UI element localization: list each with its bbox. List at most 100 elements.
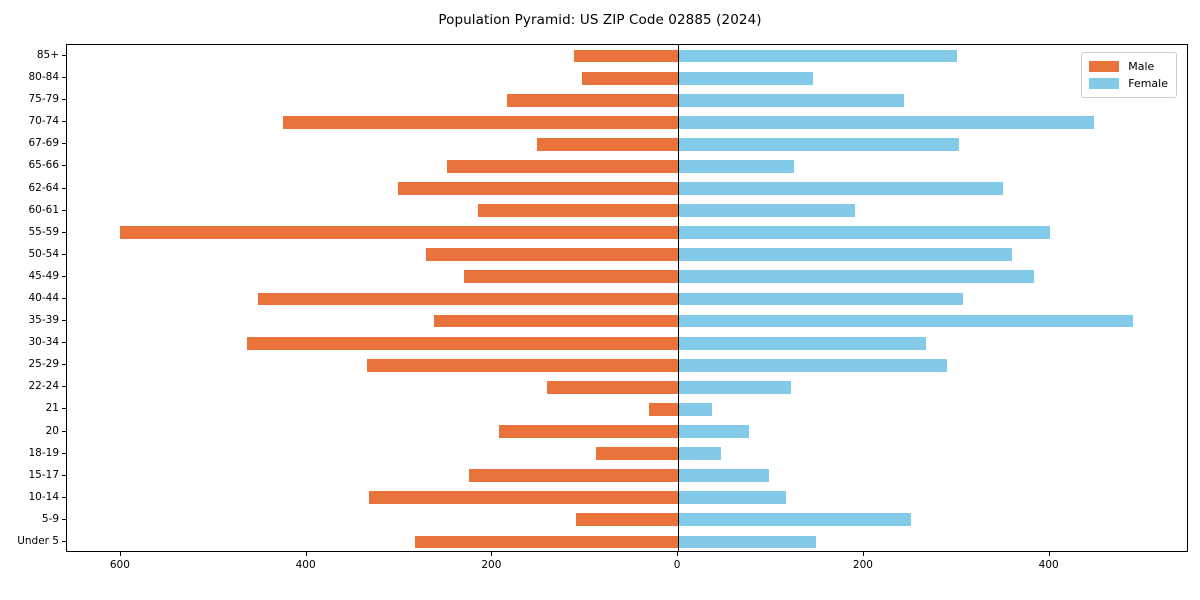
pyramid-row [67, 310, 1187, 332]
bars-container [67, 45, 1187, 551]
legend-swatch-icon [1089, 78, 1120, 89]
bar-male [478, 204, 679, 218]
pyramid-row [67, 332, 1187, 354]
bar-male [367, 358, 679, 372]
y-axis-tick-label: 55-59 [28, 225, 59, 238]
y-axis-tick-label: 35-39 [28, 314, 59, 327]
bar-male [446, 160, 679, 173]
pyramid-row [67, 509, 1187, 531]
bar-male [498, 425, 679, 438]
pyramid-row [67, 443, 1187, 465]
x-axis-tick [491, 552, 493, 556]
bar-female [678, 137, 959, 151]
x-axis-tick-label: 600 [109, 559, 130, 571]
pyramid-row [67, 487, 1187, 509]
pyramid-row [67, 178, 1187, 200]
bar-male [258, 292, 679, 306]
y-axis-tick-label: 22-24 [28, 380, 59, 393]
y-axis-tick-label: Under 5 [17, 534, 59, 547]
bar-male [397, 182, 679, 195]
bar-female [678, 115, 1095, 129]
pyramid-row [67, 420, 1187, 442]
pyramid-row [67, 133, 1187, 155]
x-axis-tick-label: 200 [481, 559, 502, 571]
pyramid-row [67, 111, 1187, 133]
pyramid-row [67, 266, 1187, 288]
bar-female [678, 160, 795, 173]
legend-swatch-icon [1089, 61, 1120, 72]
y-axis-tick-label: 20 [45, 424, 59, 437]
bar-male [575, 513, 679, 527]
pyramid-row [67, 45, 1187, 67]
y-axis-tick-label: 5-9 [41, 512, 59, 525]
pyramid-row [67, 465, 1187, 487]
bar-female [678, 535, 816, 549]
bar-female [678, 270, 1034, 284]
bar-male [469, 469, 679, 483]
bar-female [678, 292, 964, 306]
bar-female [678, 403, 712, 416]
y-axis-tick-label: 45-49 [28, 269, 59, 282]
pyramid-row [67, 222, 1187, 244]
plot-area: Male Female [66, 44, 1188, 552]
x-axis: 600 400 200 0 200 400 [66, 552, 1188, 592]
x-axis-tick [1048, 552, 1050, 556]
y-axis-tick-label: 85+ [36, 49, 59, 62]
pyramid-row [67, 398, 1187, 420]
legend-label: Male [1128, 60, 1155, 73]
bar-female [678, 248, 1012, 262]
bar-male [283, 115, 679, 129]
bar-male [649, 403, 679, 416]
y-axis-tick-label: 21 [45, 402, 59, 415]
pyramid-row [67, 376, 1187, 398]
bar-male [433, 314, 679, 328]
pyramid-row [67, 67, 1187, 89]
y-axis-tick-label: 67-69 [28, 137, 59, 150]
legend-label: Female [1128, 77, 1168, 90]
pyramid-row [67, 200, 1187, 222]
x-axis-tick [119, 552, 121, 556]
y-axis-tick-label: 40-44 [28, 292, 59, 304]
y-axis-tick-label: 65-66 [28, 159, 59, 172]
chart-title: Population Pyramid: US ZIP Code 02885 (2… [438, 12, 762, 28]
bar-male [574, 49, 679, 63]
pyramid-row [67, 244, 1187, 266]
pyramid-row [67, 288, 1187, 310]
bar-female [678, 336, 927, 350]
pyramid-row [67, 531, 1187, 553]
legend: Male Female [1081, 52, 1177, 98]
bar-male [119, 226, 679, 240]
bar-male [536, 137, 679, 151]
center-axis-line [678, 45, 680, 551]
bar-male [426, 248, 679, 262]
x-axis-tick [305, 552, 307, 556]
bar-female [678, 491, 786, 505]
bar-female [678, 314, 1134, 328]
y-axis-tick-label: 18-19 [28, 446, 59, 459]
pyramid-row [67, 354, 1187, 376]
x-axis-tick-label: 400 [295, 559, 316, 571]
bar-male [415, 535, 679, 549]
bar-female [678, 182, 1004, 195]
y-axis-tick-label: 70-74 [28, 115, 59, 128]
x-axis-tick-label: 0 [673, 559, 681, 571]
bar-male [463, 270, 679, 284]
bar-male [368, 491, 679, 505]
x-axis-tick [677, 552, 679, 556]
y-axis-tick-label: 62-64 [28, 181, 59, 194]
bar-female [678, 49, 957, 63]
bar-female [678, 513, 912, 527]
pyramid-row [67, 155, 1187, 177]
y-axis-tick-label: 25-29 [28, 358, 59, 371]
bar-female [678, 93, 904, 107]
x-axis-tick-label: 200 [852, 559, 873, 571]
y-axis-tick-label: 75-79 [28, 93, 59, 106]
bar-female [678, 425, 749, 438]
bar-male [507, 93, 679, 107]
bar-female [678, 447, 721, 460]
bar-female [678, 380, 791, 394]
bar-female [678, 469, 770, 483]
x-axis-tick [862, 552, 864, 556]
bar-female [678, 71, 813, 85]
